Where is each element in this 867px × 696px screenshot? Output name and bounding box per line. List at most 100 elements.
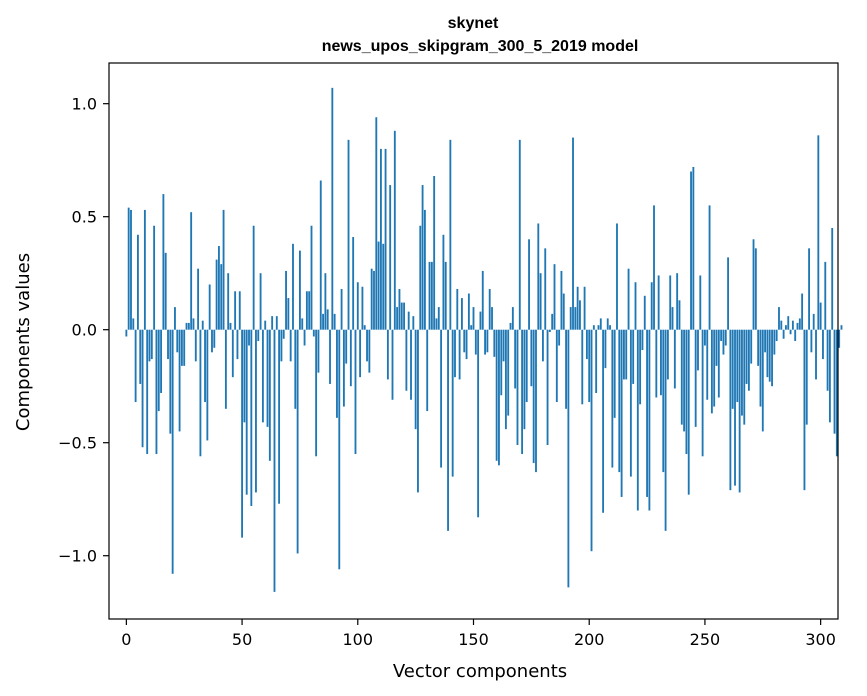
bar-108 xyxy=(375,117,378,330)
x-tick-label: 200 xyxy=(574,630,605,649)
bar-171 xyxy=(521,329,524,455)
bar-236 xyxy=(671,307,674,330)
chart-subtitle: news_upos_skipgram_300_5_2019 model xyxy=(322,38,639,55)
bar-305 xyxy=(831,227,834,330)
bar-185 xyxy=(553,264,556,330)
bar-16 xyxy=(162,194,165,330)
bar-254 xyxy=(713,329,716,407)
bar-279 xyxy=(771,329,773,387)
bar-264 xyxy=(736,329,739,403)
bar-60 xyxy=(264,320,267,330)
bar-291 xyxy=(798,318,801,330)
bar-178 xyxy=(537,223,540,330)
bar-163 xyxy=(502,329,505,362)
bar-15 xyxy=(160,329,162,393)
bar-270 xyxy=(750,329,753,364)
bar-165 xyxy=(507,329,510,416)
bar-223 xyxy=(641,329,644,351)
bar-2 xyxy=(130,209,132,330)
bar-150 xyxy=(472,307,475,330)
bar-67 xyxy=(280,329,283,362)
bar-34 xyxy=(204,329,206,403)
bar-55 xyxy=(252,225,255,330)
bar-104 xyxy=(366,329,368,362)
bar-217 xyxy=(627,268,630,330)
bar-269 xyxy=(747,329,750,391)
bar-262 xyxy=(731,329,734,409)
bar-140 xyxy=(449,139,452,330)
bar-248 xyxy=(699,275,702,330)
bar-184 xyxy=(551,313,554,330)
bar-309 xyxy=(840,325,843,330)
bar-303 xyxy=(826,329,829,391)
bar-103 xyxy=(363,325,366,330)
bar-251 xyxy=(706,329,709,400)
bar-170 xyxy=(518,139,521,330)
bar-20 xyxy=(171,329,174,574)
bar-70 xyxy=(287,298,290,330)
bar-250 xyxy=(704,329,706,346)
bar-136 xyxy=(440,329,443,468)
bar-222 xyxy=(639,329,642,405)
bar-18 xyxy=(167,329,169,360)
bar-118 xyxy=(398,289,401,330)
bar-139 xyxy=(447,329,449,531)
bar-187 xyxy=(558,329,561,346)
bar-24 xyxy=(180,329,183,366)
bar-180 xyxy=(542,329,544,362)
bar-46 xyxy=(231,329,234,378)
bar-93 xyxy=(340,289,343,330)
bar-212 xyxy=(616,223,618,330)
bar-169 xyxy=(516,329,519,445)
bar-94 xyxy=(342,329,345,407)
bar-241 xyxy=(683,329,686,432)
bar-229 xyxy=(655,329,658,398)
bar-191 xyxy=(567,329,570,588)
bar-245 xyxy=(692,166,695,330)
bar-193 xyxy=(572,137,574,330)
bar-243 xyxy=(687,329,690,495)
bar-283 xyxy=(780,320,783,330)
bar-109 xyxy=(377,241,380,330)
bar-249 xyxy=(701,329,704,457)
bar-256 xyxy=(717,329,720,398)
bar-53 xyxy=(248,329,250,346)
bar-48 xyxy=(236,329,239,360)
bar-116 xyxy=(393,130,396,330)
bar-78 xyxy=(305,291,308,330)
bar-121 xyxy=(405,329,408,391)
bar-287 xyxy=(789,329,792,335)
bar-255 xyxy=(715,329,718,366)
bar-296 xyxy=(810,329,813,353)
bar-52 xyxy=(245,329,248,495)
bar-177 xyxy=(535,329,537,473)
y-axis-label: Components values xyxy=(13,253,34,431)
bar-281 xyxy=(775,329,778,341)
bar-144 xyxy=(458,329,461,380)
bar-161 xyxy=(498,329,500,466)
bar-63 xyxy=(271,316,274,330)
bar-129 xyxy=(423,209,426,330)
bar-282 xyxy=(778,307,780,330)
bar-234 xyxy=(666,329,669,380)
bar-95 xyxy=(345,329,348,364)
y-tick-label: −0.5 xyxy=(58,434,97,453)
bar-114 xyxy=(389,185,392,330)
bar-285 xyxy=(785,325,787,330)
bar-210 xyxy=(611,329,614,468)
x-tick-label: 150 xyxy=(458,630,489,649)
bar-110 xyxy=(380,148,382,330)
bar-247 xyxy=(697,329,699,371)
bar-188 xyxy=(560,270,563,330)
bar-64 xyxy=(273,329,276,592)
bar-158 xyxy=(491,307,493,330)
bar-308 xyxy=(838,329,841,348)
x-axis-label: Vector components xyxy=(393,661,567,682)
bar-197 xyxy=(581,329,584,405)
bar-147 xyxy=(465,329,468,360)
bar-119 xyxy=(400,302,403,330)
y-tick-label: 0.0 xyxy=(72,321,97,340)
bar-276 xyxy=(764,329,767,353)
bar-230 xyxy=(657,275,660,330)
bar-306 xyxy=(833,329,836,434)
